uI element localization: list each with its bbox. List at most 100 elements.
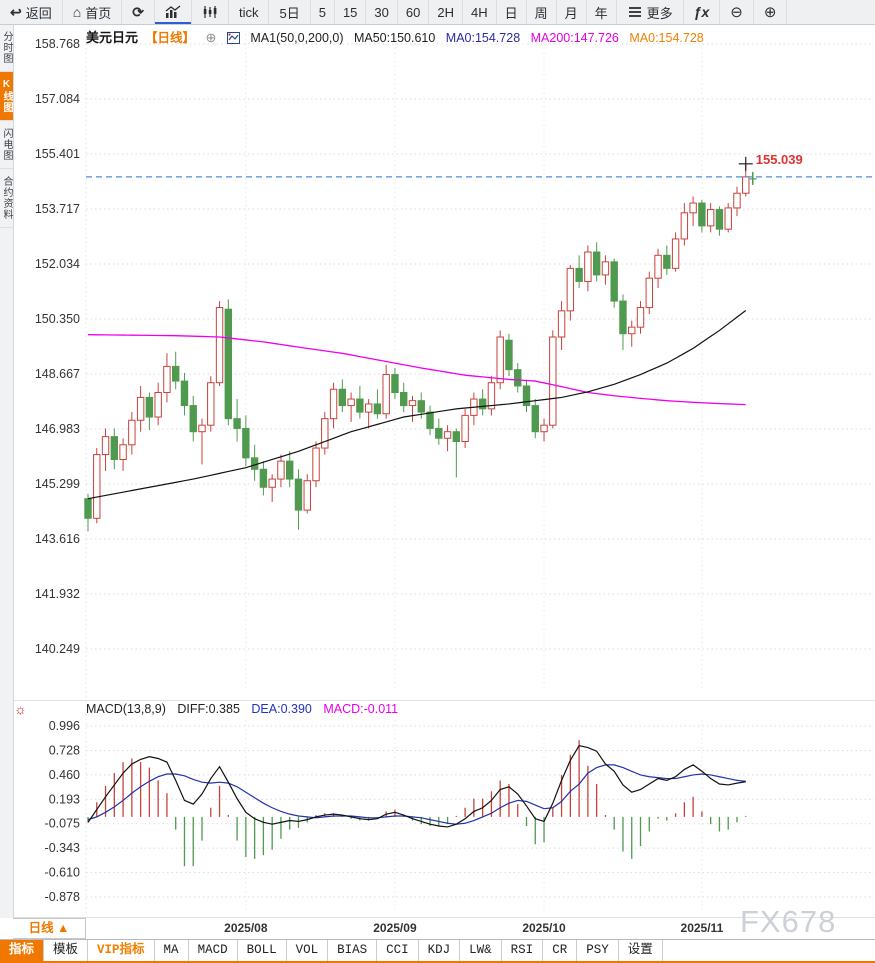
toolbar-h4-button[interactable]: 4H <box>463 0 497 24</box>
candle <box>733 192 741 209</box>
ma0-blue-value: MA0:154.728 <box>445 31 521 45</box>
macd-axis-label: -0.878 <box>45 890 80 904</box>
toolbar-year-button[interactable]: 年 <box>587 0 617 24</box>
toolbar-back-button[interactable]: ↩ 返回 <box>0 0 63 24</box>
candle <box>645 277 653 309</box>
tab-VIP指标[interactable]: VIP指标 <box>88 940 155 962</box>
period-label: 【日线】 <box>145 31 196 45</box>
sidebar-item-time-share[interactable]: 分时图 <box>0 24 13 72</box>
candle <box>286 460 294 480</box>
toolbar-day-button[interactable]: 日 <box>497 0 527 24</box>
toolbar-h4-label: 4H <box>470 4 488 20</box>
macd-axis-label: 0.460 <box>49 768 80 782</box>
candle <box>680 212 689 240</box>
toolbar-more-label: 更多 <box>646 5 673 21</box>
candle <box>198 424 206 433</box>
candle <box>461 414 469 443</box>
candle <box>84 498 92 519</box>
toolbar-zoom-in-button[interactable]: ⊕ <box>754 0 788 24</box>
candle <box>294 478 303 511</box>
y-axis-label: 150.350 <box>35 312 80 326</box>
y-axis-label: 157.084 <box>35 92 80 106</box>
last-price-label: 155.039 <box>756 152 803 167</box>
tab-设置[interactable]: 设置 <box>619 940 663 962</box>
candle <box>364 403 373 413</box>
tab-LW&[interactable]: LW& <box>460 940 502 962</box>
tab-KDJ[interactable]: KDJ <box>419 940 461 962</box>
candle <box>400 392 408 407</box>
toolbar-candle-chart-button[interactable] <box>192 0 229 24</box>
back-arrow-icon: ↩ <box>10 3 22 20</box>
tab-CCI[interactable]: CCI <box>377 940 419 962</box>
toolbar-home-button[interactable]: ⌂ 首页 <box>63 0 123 24</box>
candle <box>575 267 583 282</box>
tab-BOLL[interactable]: BOLL <box>238 940 287 962</box>
toolbar-m60-button[interactable]: 60 <box>398 0 430 24</box>
candle <box>136 396 145 421</box>
ma200-value: MA200:147.726 <box>530 31 619 45</box>
toolbar-m15-button[interactable]: 15 <box>335 0 367 24</box>
refresh-icon: ⟳ <box>132 3 144 20</box>
tab-VOL[interactable]: VOL <box>287 940 329 962</box>
sidebar-item-kline[interactable]: K线图 <box>0 72 13 121</box>
toolbar-fx-button[interactable]: ƒx <box>684 0 721 24</box>
tab-指标[interactable]: 指标 <box>0 940 45 962</box>
macd-axis-label: 0.996 <box>49 719 80 733</box>
toolbar-m5-button[interactable]: 5 <box>311 0 335 24</box>
toolbar-h2-button[interactable]: 2H <box>429 0 463 24</box>
candle <box>303 480 311 511</box>
candle <box>663 254 671 269</box>
toolbar-5d-label: 5日 <box>279 5 300 21</box>
candle <box>250 457 259 470</box>
toolbar-more-button[interactable]: 更多 <box>617 0 684 24</box>
candle <box>487 382 496 410</box>
toolbar-zoom-out-button[interactable]: ⊖ <box>720 0 754 24</box>
toolbar-month-label: 月 <box>564 5 578 21</box>
y-axis-label: 152.034 <box>35 257 80 271</box>
candle <box>540 424 548 433</box>
candle <box>356 398 364 413</box>
candle <box>426 411 434 429</box>
period-dropdown[interactable]: 日线 ▲ <box>13 918 86 939</box>
candle <box>417 400 425 413</box>
candle <box>671 238 680 269</box>
tab-MACD[interactable]: MACD <box>189 940 238 962</box>
add-indicator-icon[interactable]: ⊕ <box>205 30 217 45</box>
candle <box>724 207 732 230</box>
toolbar-back-label: 返回 <box>25 5 52 21</box>
tab-BIAS[interactable]: BIAS <box>328 940 378 962</box>
candle <box>628 326 636 335</box>
candle <box>505 339 513 371</box>
sidebar-item-contract-info[interactable]: 合约资料 <box>0 169 13 228</box>
tab-MA[interactable]: MA <box>155 940 189 962</box>
toolbar-refresh-button[interactable]: ⟳ <box>122 0 155 24</box>
candle <box>689 202 697 214</box>
toolbar-m30-button[interactable]: 30 <box>366 0 398 24</box>
macd-dea-value: DEA:0.390 <box>251 702 312 716</box>
home-icon: ⌂ <box>72 4 82 20</box>
toolbar-5d-button[interactable]: 5日 <box>269 0 311 24</box>
macd-axis-label: -0.343 <box>45 841 80 855</box>
toolbar-line-chart-button[interactable] <box>155 0 192 24</box>
tab-PSY[interactable]: PSY <box>577 940 619 962</box>
sidebar-item-lightning[interactable]: 闪电图 <box>0 121 13 169</box>
toolbar-m30-label: 30 <box>374 4 389 20</box>
toolbar-week-button[interactable]: 周 <box>527 0 557 24</box>
line-chart-icon <box>165 5 181 18</box>
toolbar-h2-label: 2H <box>437 4 454 20</box>
indicator-tab-bar: 指标 模板 VIP指标 MA MACD BOLL VOL BIAS CCI KDJ LW& RSI CR… <box>0 939 875 962</box>
y-axis-label: 140.249 <box>35 642 80 656</box>
ma-settings-label: MA1(50,0,200,0) <box>250 31 344 45</box>
tab-RSI[interactable]: RSI <box>502 940 544 962</box>
toolbar-month-button[interactable]: 月 <box>557 0 587 24</box>
macd-axis-label: 0.728 <box>49 743 80 757</box>
candle <box>268 478 276 488</box>
candle <box>110 436 119 460</box>
tab-CR[interactable]: CR <box>543 940 578 962</box>
fx-icon: ƒx <box>693 4 710 20</box>
candle <box>172 365 180 382</box>
macd-settings-icon[interactable]: ☼ <box>14 701 27 717</box>
tab-模板[interactable]: 模板 <box>44 940 89 962</box>
toolbar-tick-button[interactable]: tick <box>229 0 270 24</box>
